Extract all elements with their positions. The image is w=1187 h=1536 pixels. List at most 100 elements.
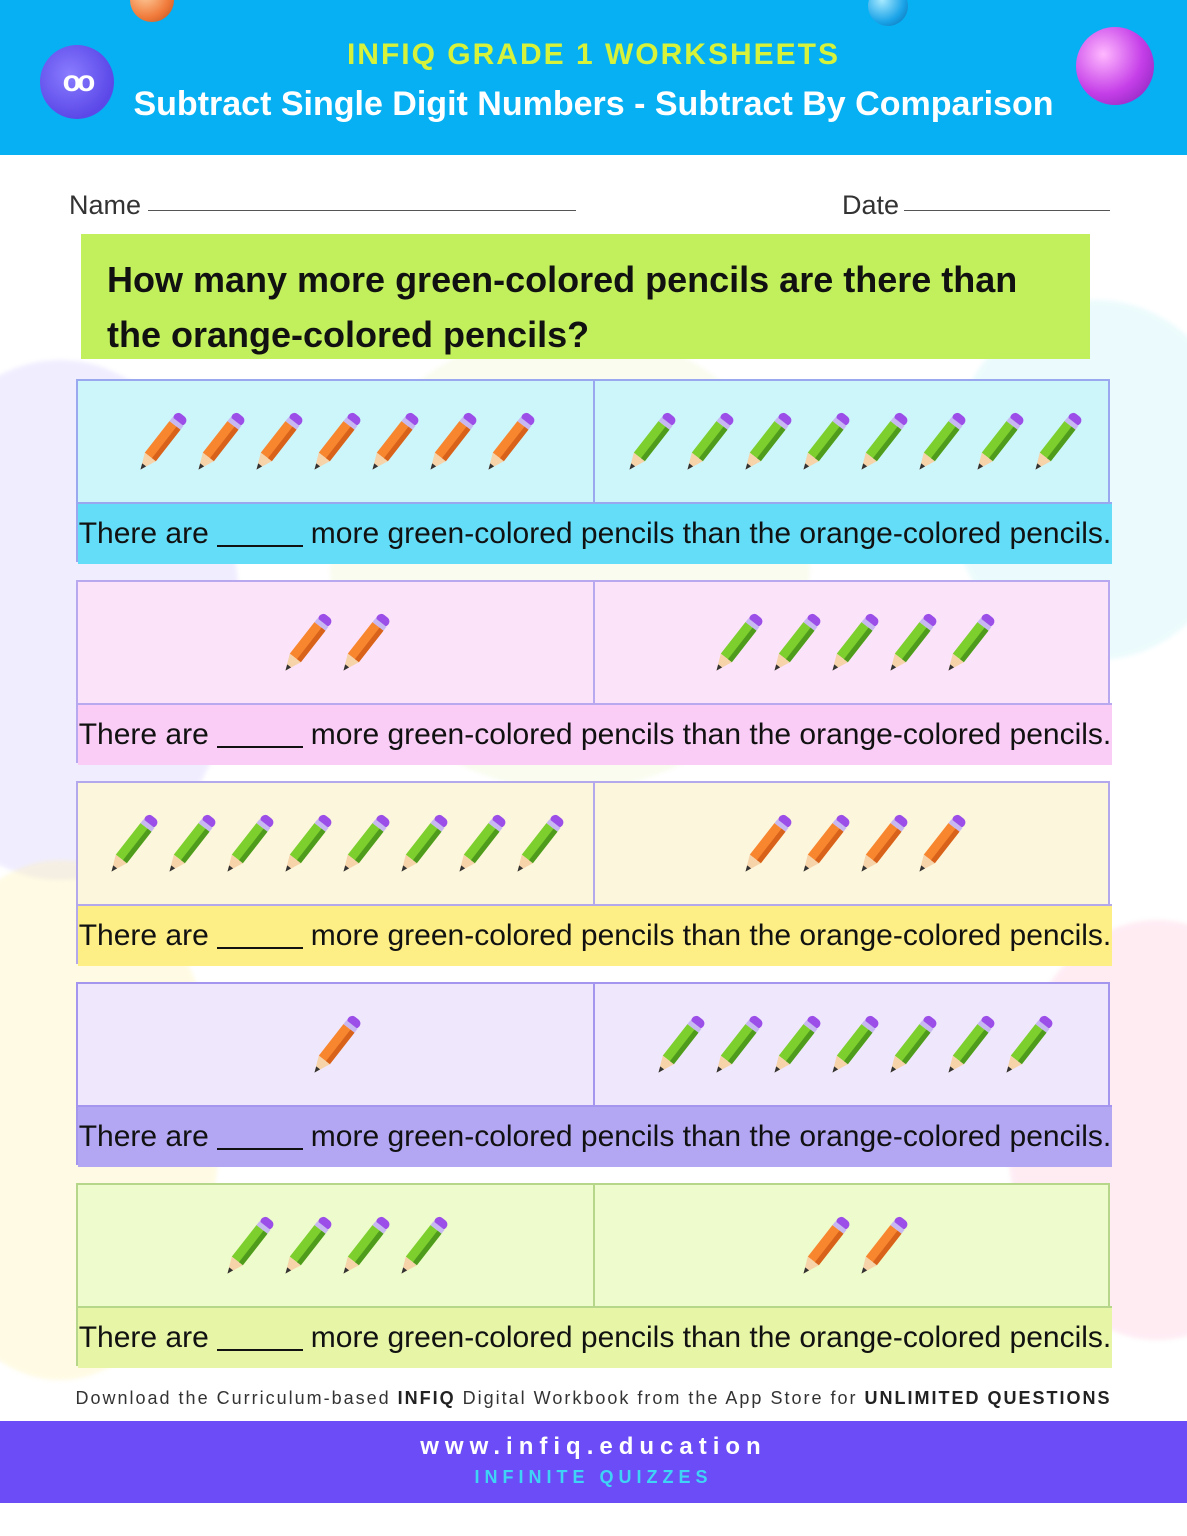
exercise-row: There are more green-colored pencils than…	[76, 781, 1112, 966]
green-pencil-icon	[110, 814, 157, 872]
green-pencil-icon	[342, 1216, 389, 1274]
right-pencil-group	[595, 1185, 1112, 1306]
website-url[interactable]: www.infiq.education	[420, 1433, 767, 1460]
page-footer: www.infiq.education INFINITE QUIZZES	[0, 1421, 1187, 1503]
green-pencil-icon	[831, 613, 878, 671]
answer-sentence: There are more green-colored pencils than…	[78, 703, 1112, 765]
green-pencil-icon	[715, 1015, 762, 1073]
green-pencil-icon	[628, 412, 675, 470]
orange-pencil-icon	[918, 814, 965, 872]
right-pencil-group	[595, 381, 1112, 502]
sentence-end: more green-colored pencils than the oran…	[310, 919, 1112, 952]
green-pencil-icon	[802, 412, 849, 470]
green-pencil-icon	[773, 613, 820, 671]
download-prefix: Download the Curriculum-based	[75, 1388, 391, 1408]
orange-pencil-icon	[802, 814, 849, 872]
orange-pencil-icon	[313, 1015, 360, 1073]
right-pencil-group	[595, 582, 1112, 703]
download-middle: Digital Workbook from the App Store for	[462, 1388, 858, 1408]
date-label: Date	[842, 190, 900, 220]
decorative-ball	[130, 0, 174, 22]
sentence-start: There are	[78, 718, 209, 751]
page-header: oo INFIQ GRADE 1 WORKSHEETS Subtract Sin…	[0, 0, 1187, 155]
left-pencil-group	[78, 1185, 595, 1306]
question-box: How many more green-colored pencils are …	[81, 234, 1090, 359]
green-pencil-icon	[947, 1015, 994, 1073]
sentence-end: more green-colored pencils than the oran…	[310, 517, 1112, 550]
sentence-start: There are	[78, 919, 209, 952]
sentence-start: There are	[78, 1321, 209, 1354]
answer-blank[interactable]	[216, 1124, 303, 1150]
decorative-ball	[1076, 27, 1154, 105]
green-pencil-icon	[1005, 1015, 1052, 1073]
green-pencil-icon	[1034, 412, 1081, 470]
answer-blank[interactable]	[216, 1325, 303, 1351]
answer-blank[interactable]	[216, 722, 303, 748]
green-pencil-icon	[860, 412, 907, 470]
green-pencil-icon	[342, 814, 389, 872]
green-pencil-icon	[686, 412, 733, 470]
exercise-row: There are more green-colored pencils than…	[76, 982, 1112, 1167]
orange-pencil-icon	[197, 412, 244, 470]
date-line[interactable]	[904, 210, 1110, 211]
exercise-row: There are more green-colored pencils than…	[76, 379, 1112, 564]
left-pencil-group	[78, 381, 595, 502]
right-pencil-group	[595, 984, 1112, 1105]
brand-title: INFIQ GRADE 1 WORKSHEETS	[346, 38, 841, 71]
orange-pencil-icon	[429, 412, 476, 470]
orange-pencil-icon	[255, 412, 302, 470]
green-pencil-icon	[889, 1015, 936, 1073]
answer-sentence: There are more green-colored pencils than…	[78, 1105, 1112, 1167]
green-pencil-icon	[918, 412, 965, 470]
orange-pencil-icon	[313, 412, 360, 470]
green-pencil-icon	[947, 613, 994, 671]
orange-pencil-icon	[284, 613, 331, 671]
green-pencil-icon	[773, 1015, 820, 1073]
green-pencil-icon	[226, 814, 273, 872]
question-text: How many more green-colored pencils are …	[107, 259, 1018, 355]
green-pencil-icon	[889, 613, 936, 671]
logo-text: oo	[62, 65, 96, 98]
green-pencil-icon	[657, 1015, 704, 1073]
answer-blank[interactable]	[216, 923, 303, 949]
infiq-logo: oo	[40, 45, 114, 119]
sentence-end: more green-colored pencils than the oran…	[310, 1321, 1112, 1354]
green-pencil-icon	[458, 814, 505, 872]
download-emphasis: UNLIMITED QUESTIONS	[864, 1388, 1112, 1408]
orange-pencil-icon	[860, 814, 907, 872]
worksheet-title: Subtract Single Digit Numbers - Subtract…	[133, 85, 1054, 123]
green-pencil-icon	[976, 412, 1023, 470]
orange-pencil-icon	[860, 1216, 907, 1274]
left-pencil-group	[78, 984, 595, 1105]
green-pencil-icon	[516, 814, 563, 872]
orange-pencil-icon	[139, 412, 186, 470]
green-pencil-icon	[744, 412, 791, 470]
orange-pencil-icon	[342, 613, 389, 671]
exercise-row: There are more green-colored pencils than…	[76, 580, 1112, 765]
exercise-row: There are more green-colored pencils than…	[76, 1183, 1112, 1368]
right-pencil-group	[595, 783, 1112, 904]
orange-pencil-icon	[744, 814, 791, 872]
green-pencil-icon	[284, 1216, 331, 1274]
green-pencil-icon	[831, 1015, 878, 1073]
download-brand: INFIQ	[397, 1388, 456, 1408]
sentence-start: There are	[78, 1120, 209, 1153]
green-pencil-icon	[715, 613, 762, 671]
orange-pencil-icon	[487, 412, 534, 470]
orange-pencil-icon	[802, 1216, 849, 1274]
left-pencil-group	[78, 582, 595, 703]
answer-blank[interactable]	[216, 521, 303, 547]
left-pencil-group	[78, 783, 595, 904]
green-pencil-icon	[226, 1216, 273, 1274]
answer-sentence: There are more green-colored pencils than…	[78, 1306, 1112, 1368]
green-pencil-icon	[168, 814, 215, 872]
orange-pencil-icon	[371, 412, 418, 470]
green-pencil-icon	[400, 1216, 447, 1274]
green-pencil-icon	[400, 814, 447, 872]
tagline: INFINITE QUIZZES	[474, 1467, 713, 1487]
sentence-start: There are	[78, 517, 209, 550]
name-label: Name	[69, 190, 142, 220]
sentence-end: more green-colored pencils than the oran…	[310, 718, 1112, 751]
answer-sentence: There are more green-colored pencils than…	[78, 502, 1112, 564]
name-line[interactable]	[148, 210, 576, 211]
